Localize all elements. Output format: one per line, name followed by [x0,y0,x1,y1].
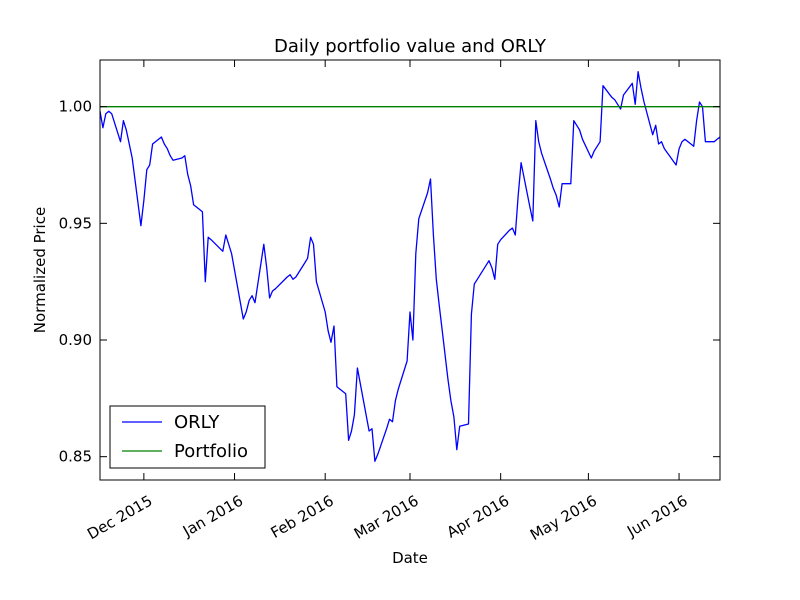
y-tick-label: 0.85 [59,448,92,466]
y-tick-label: 1.00 [59,98,92,116]
y-tick-label: 0.90 [59,331,92,349]
chart-title: Daily portfolio value and ORLY [274,36,547,57]
y-axis-label: Normalized Price [31,207,49,333]
series-line-orly [100,71,720,462]
y-tick-label: 0.95 [59,214,92,232]
legend-box [109,405,266,469]
legend-label-portfolio: Portfolio [174,441,248,462]
legend: ORLY Portfolio [109,405,266,469]
legend-label-orly: ORLY [174,412,220,433]
x-axis-label: Date [392,549,428,567]
